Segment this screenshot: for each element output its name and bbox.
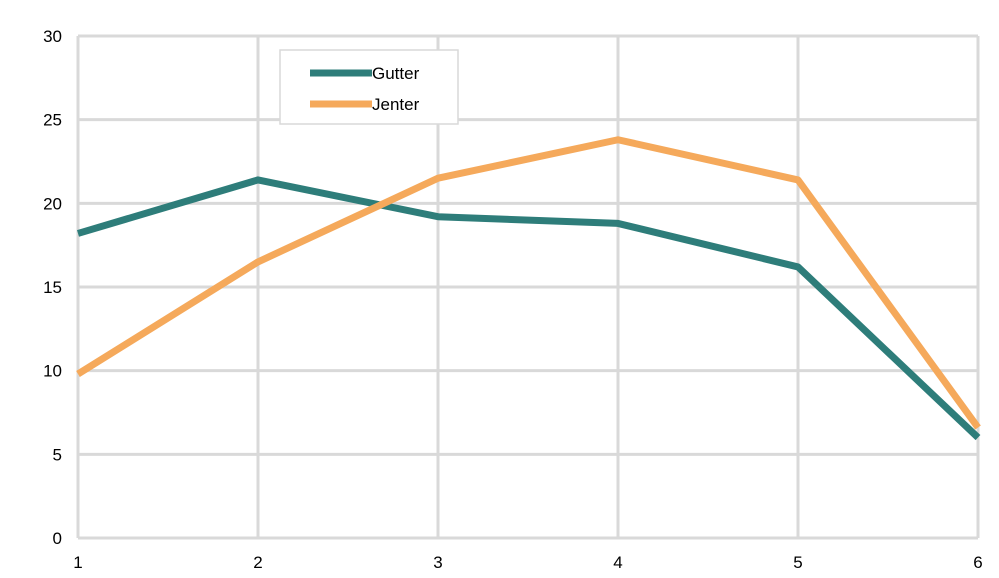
series-line-jenter <box>76 136 981 430</box>
legend-box <box>279 49 459 125</box>
y-tick-label: 20 <box>43 194 62 213</box>
y-tick-label: 15 <box>43 278 62 297</box>
x-tick-label: 5 <box>793 553 802 572</box>
x-tick-label: 6 <box>973 553 982 572</box>
x-tick-label: 2 <box>253 553 262 572</box>
x-tick-label: 3 <box>433 553 442 572</box>
legend-label-jenter: Jenter <box>372 95 420 114</box>
y-tick-label: 5 <box>53 445 62 464</box>
y-tick-label: 30 <box>43 27 62 46</box>
y-tick-label: 10 <box>43 362 62 381</box>
y-tick-label: 0 <box>53 529 62 548</box>
x-tick-label: 4 <box>613 553 622 572</box>
series-line-gutter <box>77 176 981 441</box>
x-tick-label: 1 <box>73 553 82 572</box>
y-tick-label: 25 <box>43 111 62 130</box>
legend-label-gutter: Gutter <box>372 64 420 83</box>
